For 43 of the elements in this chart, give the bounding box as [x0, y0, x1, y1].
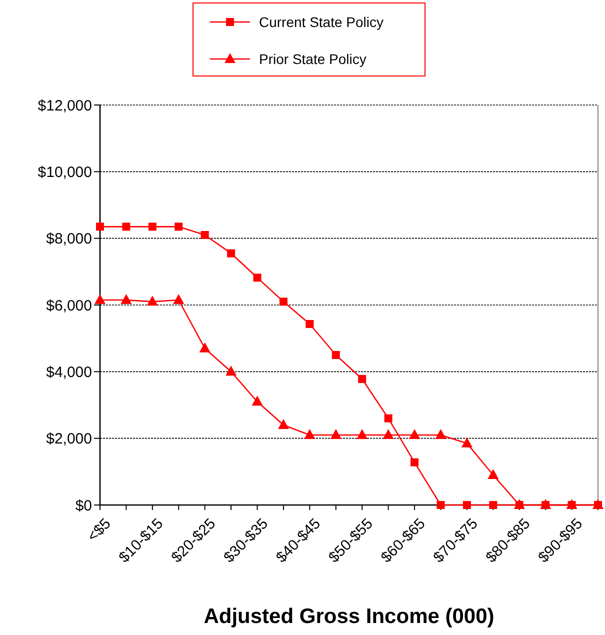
point [252, 396, 263, 406]
point [174, 222, 183, 231]
y-tick-label: $4,000 [46, 364, 92, 381]
point [462, 501, 471, 509]
point [96, 222, 104, 231]
point [489, 501, 498, 509]
point [304, 429, 316, 439]
point [278, 419, 289, 429]
point [122, 222, 130, 231]
point [227, 249, 236, 258]
point [279, 298, 288, 306]
point [358, 375, 366, 383]
point [410, 458, 419, 466]
point [253, 274, 262, 282]
x-axis-title: Adjusted Gross Income (000) [204, 605, 494, 628]
point [120, 294, 132, 304]
point [436, 501, 445, 509]
point [94, 294, 106, 304]
point [146, 296, 158, 306]
y-tick-label: $2,000 [46, 430, 92, 448]
y-tick-label: $12,000 [38, 97, 92, 114]
point [488, 469, 499, 479]
point [148, 222, 156, 231]
legend-label: Current State Policy [259, 14, 384, 30]
y-tick-label: $10,000 [38, 164, 92, 181]
y-tick-label: $0 [75, 497, 92, 514]
x-tick-label: <$5 [84, 515, 114, 546]
y-tick-label: $8,000 [46, 230, 92, 248]
point [200, 231, 209, 239]
point [173, 294, 184, 304]
point [384, 414, 392, 422]
y-tick-label: $6,000 [46, 297, 92, 314]
point [332, 351, 340, 359]
point [226, 366, 237, 376]
point [461, 437, 472, 448]
legend-label: Prior State Policy [259, 50, 366, 67]
point [306, 320, 314, 328]
point [199, 342, 210, 352]
point [330, 429, 342, 439]
point [356, 429, 368, 439]
point [409, 429, 420, 439]
point [435, 429, 446, 439]
point [382, 429, 394, 439]
